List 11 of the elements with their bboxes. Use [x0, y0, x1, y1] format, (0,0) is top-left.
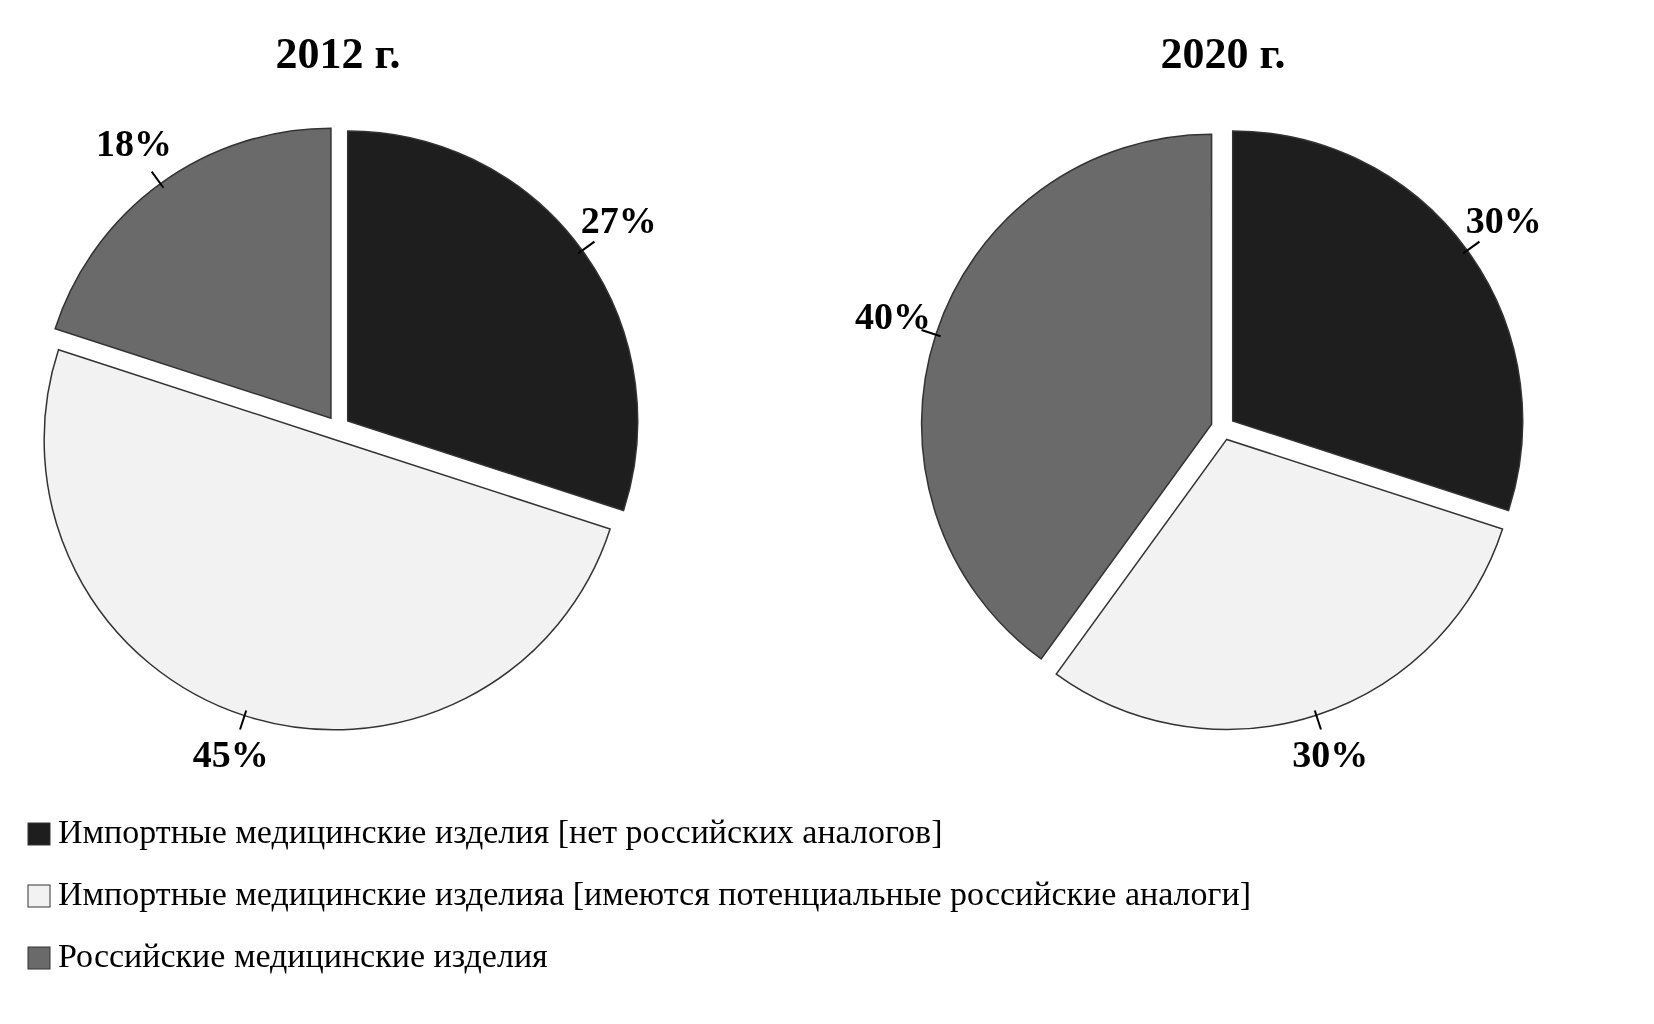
- legend-label: Импортные медицинские изделияа [имеются потенциальные российские аналоги]: [58, 875, 1252, 912]
- legend-label: Российские медицинские изделия: [58, 937, 549, 974]
- data-label: 30%: [1292, 732, 1369, 775]
- chart-title: 2012 г.: [275, 29, 401, 78]
- data-label: 45%: [192, 732, 269, 775]
- data-label: 30%: [1465, 198, 1542, 241]
- data-label: 27%: [580, 198, 657, 241]
- chart-title: 2020 г.: [1160, 29, 1286, 78]
- data-label: 18%: [96, 121, 173, 164]
- data-label: 40%: [854, 295, 931, 338]
- legend-label: Импортные медицинские изделия [нет российских аналогов]: [58, 813, 943, 850]
